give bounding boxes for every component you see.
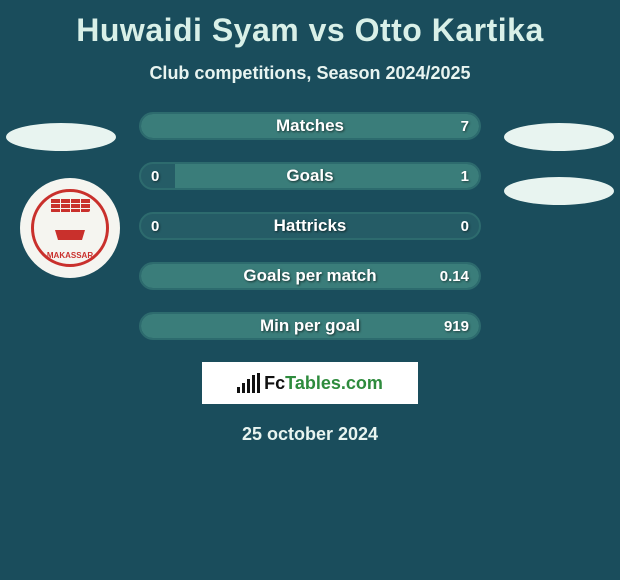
brand-box: FcTables.com xyxy=(202,362,418,404)
stat-right-value: 0 xyxy=(461,218,469,235)
stat-right-value: 919 xyxy=(444,318,469,335)
club-logo: MAKASSAR xyxy=(20,178,120,278)
player-avatar-right-2 xyxy=(504,177,614,205)
player-avatar-left xyxy=(6,123,116,151)
stat-row: Goals per match 0.14 xyxy=(139,262,481,290)
stat-right-value: 1 xyxy=(461,168,469,185)
club-logo-text: MAKASSAR xyxy=(34,251,106,260)
stat-row: Min per goal 919 xyxy=(139,312,481,340)
stat-label: Hattricks xyxy=(274,216,347,236)
stat-left-value: 0 xyxy=(151,168,159,185)
subtitle: Club competitions, Season 2024/2025 xyxy=(149,63,470,84)
club-logo-brick xyxy=(50,198,90,212)
brand-text: FcTables.com xyxy=(264,373,383,394)
stat-label: Goals xyxy=(286,166,333,186)
stats-list: Matches 7 0 Goals 1 0 Hattricks 0 Goals per matc… xyxy=(139,112,481,340)
brand-bars-icon xyxy=(237,373,260,393)
brand-prefix: Fc xyxy=(264,373,285,393)
stat-label: Matches xyxy=(276,116,344,136)
stat-label: Goals per match xyxy=(243,266,376,286)
player-avatar-right-1 xyxy=(504,123,614,151)
stat-row: 0 Goals 1 xyxy=(139,162,481,190)
stat-row: Matches 7 xyxy=(139,112,481,140)
stat-label: Min per goal xyxy=(260,316,360,336)
page-title: Huwaidi Syam vs Otto Kartika xyxy=(76,12,543,49)
stat-right-value: 0.14 xyxy=(440,268,469,285)
stat-right-value: 7 xyxy=(461,118,469,135)
club-logo-ship xyxy=(53,216,87,240)
brand-suffix: Tables.com xyxy=(285,373,383,393)
stat-row: 0 Hattricks 0 xyxy=(139,212,481,240)
date-text: 25 october 2024 xyxy=(242,424,378,445)
stat-left-value: 0 xyxy=(151,218,159,235)
